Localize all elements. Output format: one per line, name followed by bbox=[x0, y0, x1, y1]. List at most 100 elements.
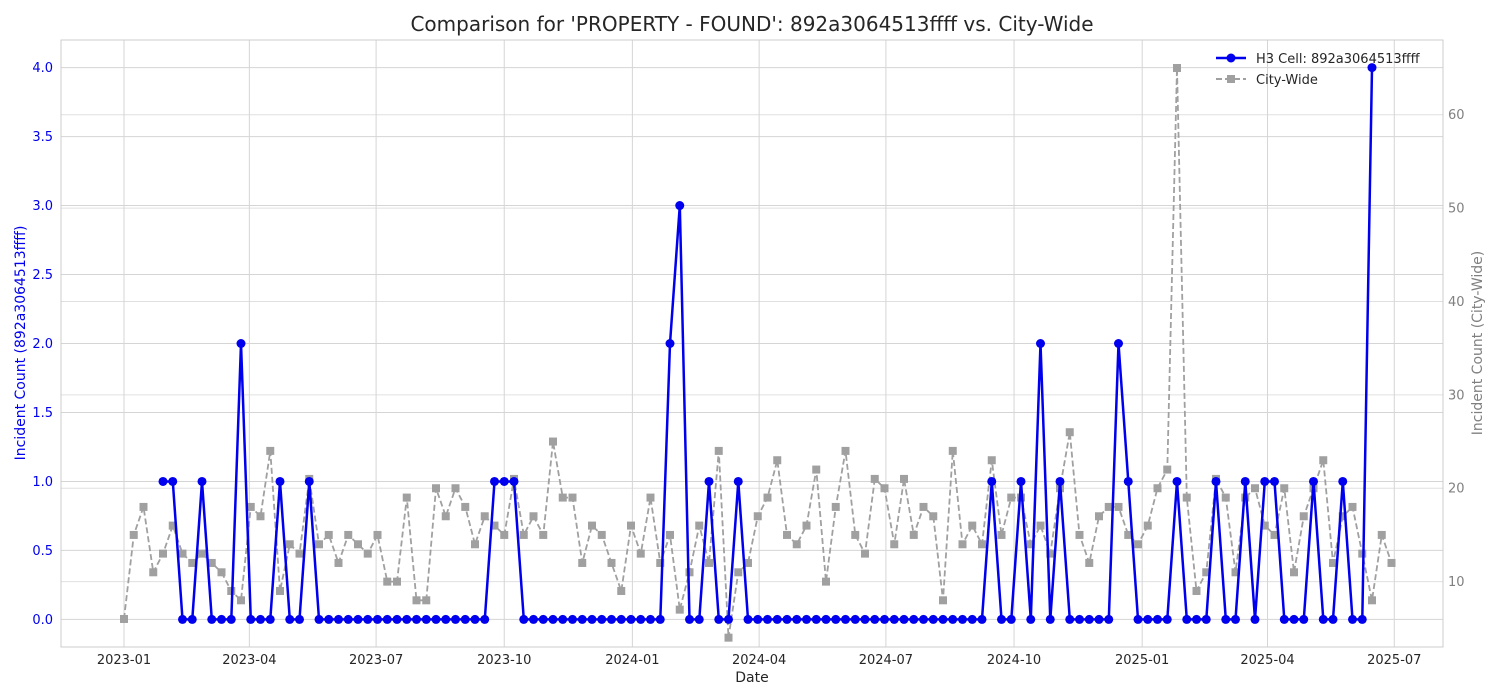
left-tick-label-4: 2.0 bbox=[32, 337, 53, 352]
citywide-point-6 bbox=[178, 549, 187, 558]
h3-point-108 bbox=[1172, 476, 1182, 486]
h3-point-18 bbox=[295, 614, 304, 624]
citywide-point-116 bbox=[1251, 484, 1259, 493]
citywide-point-86 bbox=[958, 540, 967, 549]
h3-point-44 bbox=[548, 614, 558, 624]
h3-point-96 bbox=[1055, 476, 1065, 486]
h3-point-8 bbox=[197, 476, 207, 486]
h3-point-99 bbox=[1084, 614, 1094, 624]
left-tick-label-6: 3.0 bbox=[32, 199, 53, 214]
h3-point-91 bbox=[1006, 614, 1016, 624]
citywide-point-13 bbox=[246, 502, 255, 511]
h3-point-7 bbox=[187, 614, 197, 624]
h3-point-30 bbox=[412, 614, 421, 624]
grid bbox=[61, 40, 1443, 647]
legend: H3 Cell: 892a3064513ffff City-Wide bbox=[1216, 52, 1421, 88]
citywide-point-38 bbox=[490, 521, 499, 530]
citywide-point-72 bbox=[822, 577, 830, 586]
h3-point-6 bbox=[178, 614, 187, 624]
x-tick-label-6: 2024-07 bbox=[859, 653, 913, 668]
right-tick-label-4: 50 bbox=[1448, 202, 1465, 217]
citywide-point-48 bbox=[588, 521, 596, 530]
x-tick-label-2: 2023-07 bbox=[349, 653, 403, 668]
citywide-point-80 bbox=[900, 474, 908, 483]
left-tick-label-7: 3.5 bbox=[32, 130, 53, 145]
citywide-point-85 bbox=[948, 446, 957, 455]
h3-point-74 bbox=[841, 614, 850, 624]
citywide-point-55 bbox=[656, 558, 665, 567]
citywide-point-119 bbox=[1280, 484, 1289, 493]
citywide-point-95 bbox=[1046, 549, 1055, 558]
h3-point-21 bbox=[324, 614, 334, 624]
citywide-point-66 bbox=[763, 493, 772, 502]
h3-point-54 bbox=[646, 614, 655, 624]
h3-point-105 bbox=[1143, 614, 1153, 624]
h3-point-61 bbox=[714, 614, 724, 624]
h3-point-88 bbox=[977, 614, 987, 624]
h3-point-117 bbox=[1260, 476, 1270, 486]
citywide-point-99 bbox=[1085, 558, 1094, 567]
citywide-point-29 bbox=[402, 493, 411, 502]
citywide-point-34 bbox=[451, 484, 460, 493]
citywide-point-14 bbox=[256, 512, 265, 521]
citywide-point-87 bbox=[968, 521, 977, 530]
citywide-point-100 bbox=[1095, 512, 1103, 521]
citywide-point-41 bbox=[519, 530, 528, 539]
h3-point-32 bbox=[431, 614, 441, 624]
citywide-point-69 bbox=[792, 540, 801, 549]
citywide-point-64 bbox=[744, 558, 752, 567]
citywide-point-44 bbox=[549, 437, 557, 446]
citywide-point-54 bbox=[646, 493, 655, 502]
citywide-point-83 bbox=[929, 512, 938, 521]
citywide-point-108 bbox=[1173, 64, 1181, 73]
h3-point-101 bbox=[1104, 614, 1114, 624]
citywide-point-36 bbox=[471, 540, 479, 549]
h3-point-51 bbox=[616, 614, 626, 624]
right-tick-label-2: 30 bbox=[1448, 388, 1465, 403]
h3-point-112 bbox=[1211, 476, 1221, 486]
citywide-point-84 bbox=[939, 596, 947, 605]
citywide-point-111 bbox=[1202, 568, 1211, 577]
citywide-point-46 bbox=[568, 493, 577, 502]
citywide-point-16 bbox=[276, 586, 284, 595]
citywide-point-17 bbox=[285, 540, 294, 549]
citywide-point-120 bbox=[1290, 568, 1298, 577]
h3-point-64 bbox=[743, 614, 753, 624]
legend-marker-h3 bbox=[1226, 53, 1236, 63]
h3-point-102 bbox=[1114, 339, 1123, 348]
h3-point-59 bbox=[694, 614, 704, 624]
legend-label-citywide: City-Wide bbox=[1256, 73, 1318, 88]
h3-point-13 bbox=[246, 614, 256, 624]
h3-point-40 bbox=[509, 476, 519, 486]
h3-point-47 bbox=[577, 614, 587, 624]
citywide-point-106 bbox=[1153, 484, 1162, 493]
h3-point-110 bbox=[1192, 614, 1201, 624]
left-tick-label-1: 0.5 bbox=[32, 544, 53, 559]
h3-point-94 bbox=[1036, 339, 1045, 348]
left-tick-label-0: 0.0 bbox=[32, 613, 53, 628]
h3-point-27 bbox=[382, 614, 392, 624]
x-tick-label-7: 2024-10 bbox=[987, 653, 1041, 668]
h3-point-125 bbox=[1338, 476, 1348, 486]
right-tick-label-3: 40 bbox=[1448, 295, 1465, 310]
h3-point-34 bbox=[451, 614, 460, 624]
citywide-point-4 bbox=[159, 549, 167, 558]
citywide-point-89 bbox=[987, 456, 996, 465]
h3-point-95 bbox=[1045, 614, 1055, 624]
h3-point-115 bbox=[1240, 476, 1250, 486]
citywide-point-12 bbox=[237, 596, 245, 605]
citywide-point-49 bbox=[597, 530, 606, 539]
citywide-point-104 bbox=[1134, 540, 1142, 549]
h3-point-85 bbox=[948, 614, 958, 624]
h3-point-73 bbox=[831, 614, 841, 624]
h3-point-49 bbox=[597, 614, 607, 624]
citywide-point-50 bbox=[607, 558, 616, 567]
h3-point-16 bbox=[275, 476, 285, 486]
h3-point-71 bbox=[811, 614, 821, 624]
h3-point-75 bbox=[850, 614, 860, 624]
citywide-point-105 bbox=[1143, 521, 1152, 530]
h3-point-78 bbox=[880, 614, 889, 624]
h3-point-41 bbox=[519, 614, 529, 624]
citywide-point-33 bbox=[441, 512, 450, 521]
citywide-point-25 bbox=[363, 549, 372, 558]
